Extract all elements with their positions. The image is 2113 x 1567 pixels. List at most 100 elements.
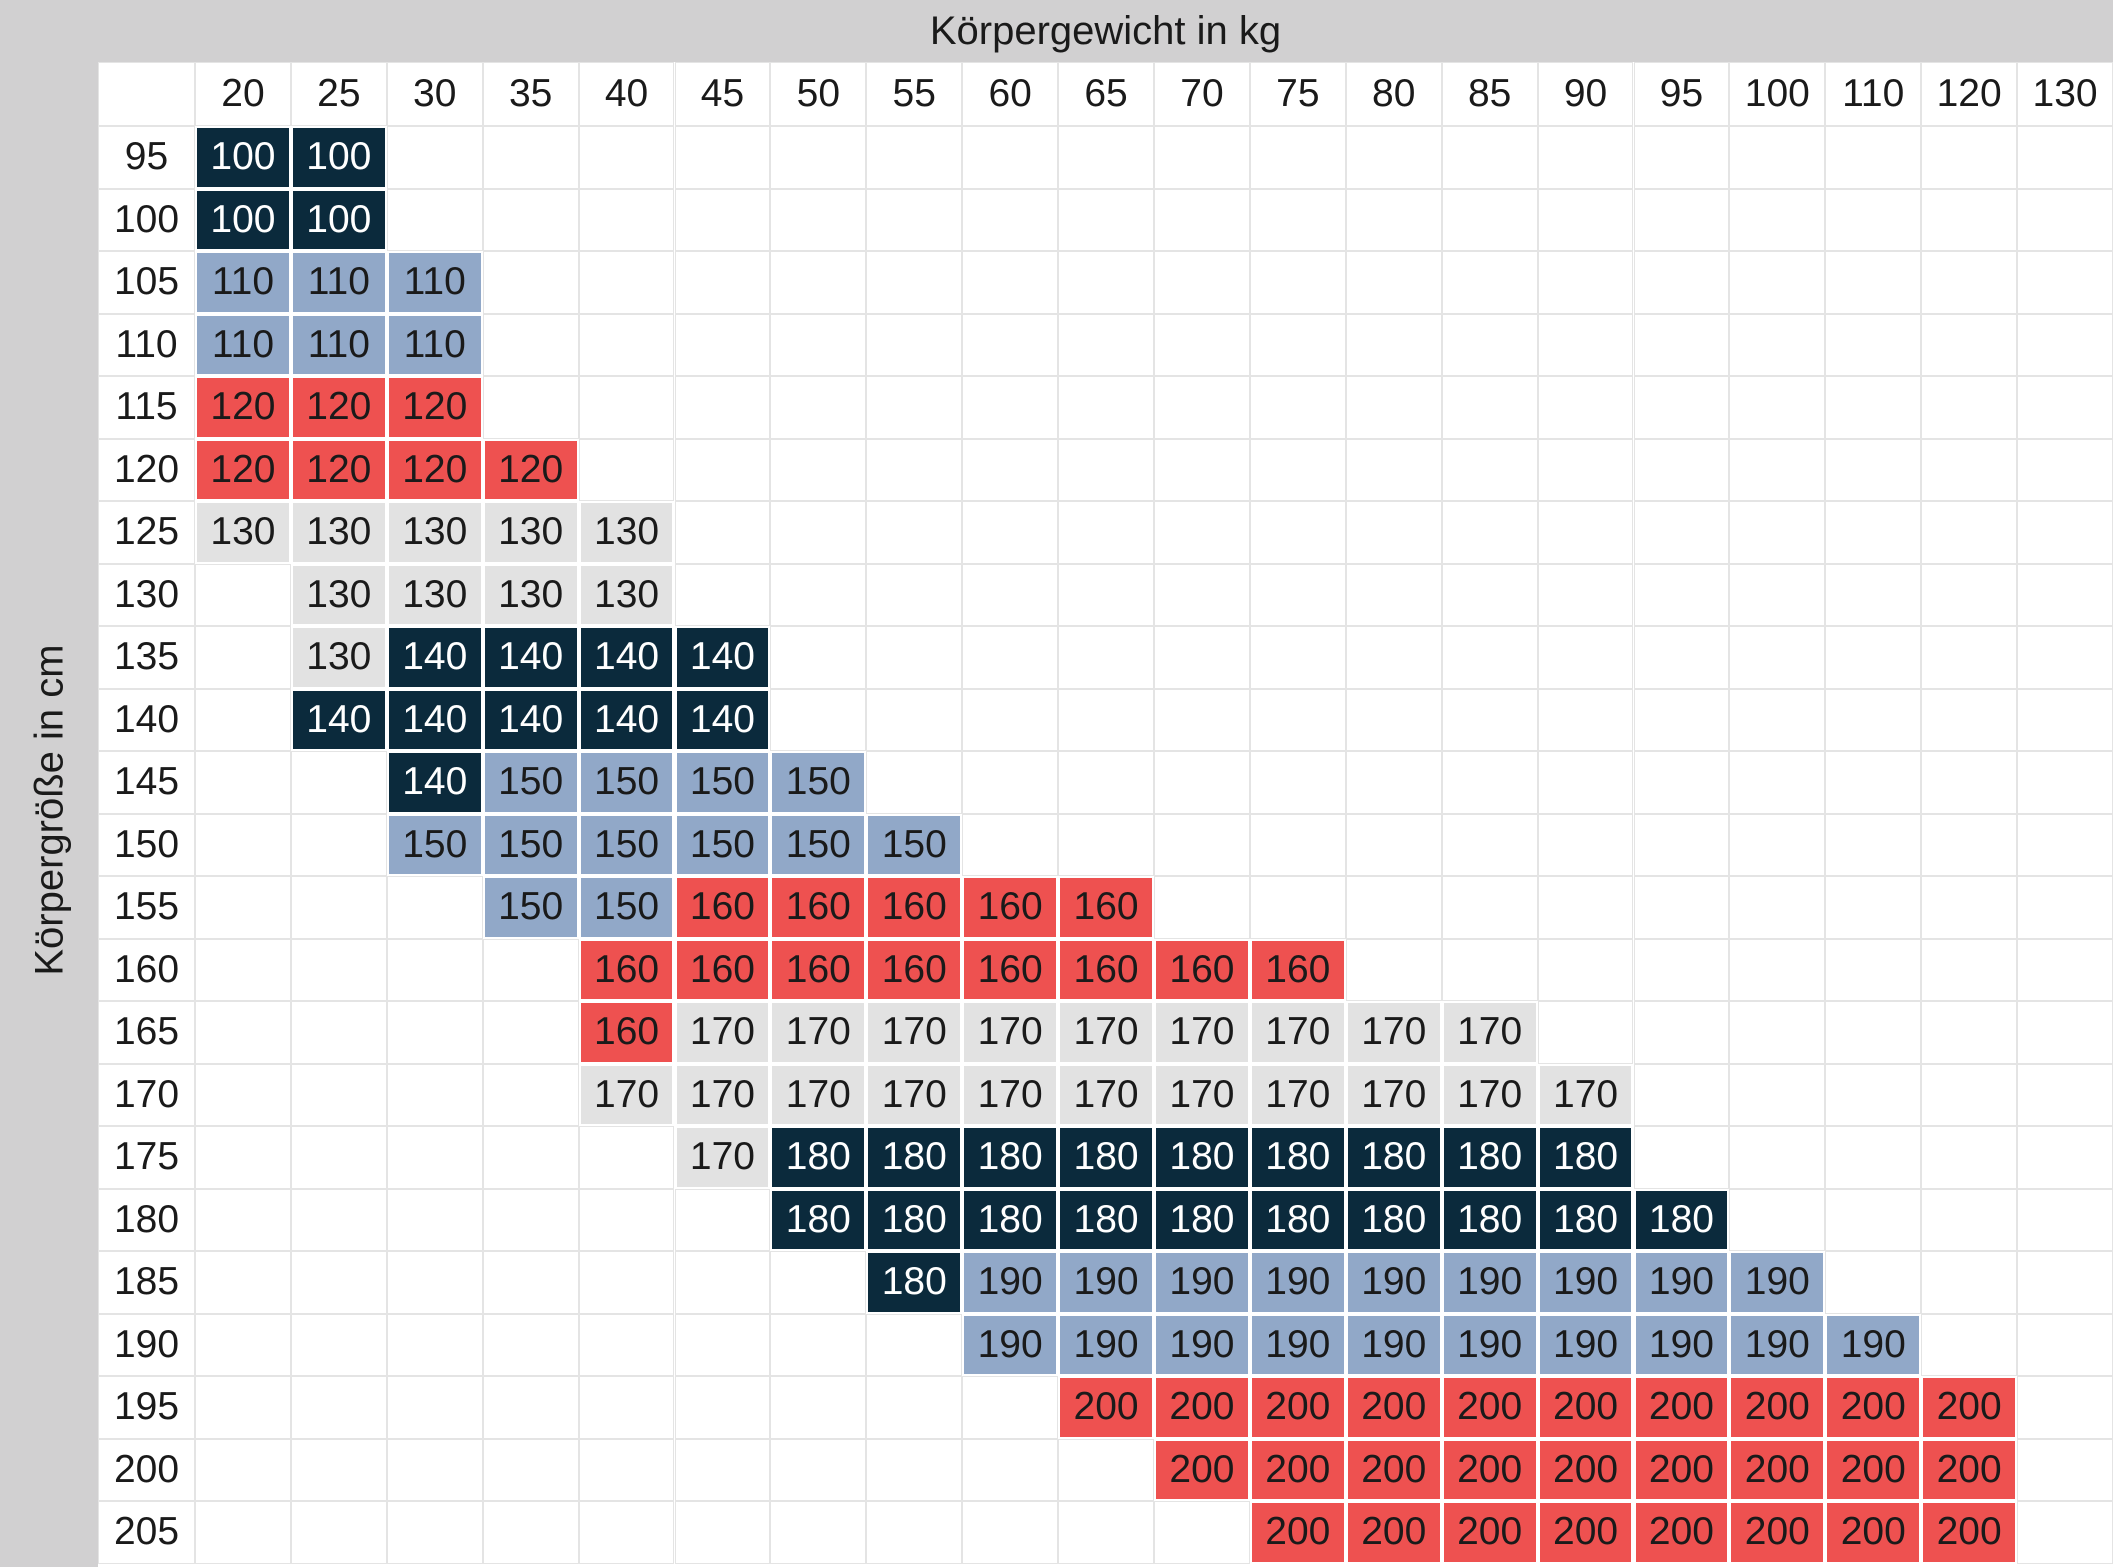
row-header: 185 <box>98 1251 195 1314</box>
cell <box>1633 188 1730 251</box>
cell <box>2017 438 2113 501</box>
cell: 190 <box>1633 1251 1730 1314</box>
row-header: 95 <box>98 126 195 189</box>
cell: 130 <box>386 563 483 626</box>
cell <box>1154 251 1250 314</box>
cell: 140 <box>482 626 579 689</box>
cell <box>1825 626 1922 689</box>
cell <box>1921 188 2018 251</box>
cell <box>866 501 963 564</box>
cell: 110 <box>290 313 387 376</box>
cell <box>1729 938 1826 1001</box>
row-header: 110 <box>98 313 195 376</box>
row-header: 150 <box>98 813 195 876</box>
cell: 110 <box>386 251 483 314</box>
row-header: 175 <box>98 1126 195 1189</box>
cell <box>1154 751 1250 814</box>
cell <box>962 626 1059 689</box>
cell <box>1729 438 1826 501</box>
cell: 130 <box>290 501 387 564</box>
cell: 170 <box>1441 1063 1538 1126</box>
cell <box>1825 501 1922 564</box>
cell <box>1729 1126 1826 1189</box>
cell <box>1249 626 1346 689</box>
cell <box>195 1376 291 1439</box>
cell: 180 <box>1633 1188 1730 1251</box>
cell <box>1154 313 1250 376</box>
cell <box>1058 626 1154 689</box>
cell: 180 <box>866 1126 963 1189</box>
cell: 180 <box>1154 1188 1250 1251</box>
cell <box>195 1251 291 1314</box>
row-header: 115 <box>98 376 195 439</box>
cell <box>1441 563 1538 626</box>
cell <box>1345 751 1442 814</box>
cell <box>1249 813 1346 876</box>
cell <box>770 1438 867 1501</box>
cell <box>674 1376 771 1439</box>
cell <box>866 188 963 251</box>
cell: 100 <box>290 126 387 189</box>
cell <box>1825 563 1922 626</box>
column-header: 85 <box>1441 62 1538 126</box>
row-header: 200 <box>98 1438 195 1501</box>
cell: 200 <box>1729 1438 1826 1501</box>
cell <box>1058 813 1154 876</box>
cell <box>578 313 675 376</box>
cell <box>2017 501 2113 564</box>
cell <box>1825 376 1922 439</box>
cell <box>1058 376 1154 439</box>
cell <box>1249 251 1346 314</box>
cell <box>866 563 963 626</box>
cell <box>1537 438 1634 501</box>
cell <box>2017 188 2113 251</box>
cell <box>1249 438 1346 501</box>
cell: 180 <box>1345 1126 1442 1189</box>
cell <box>1633 813 1730 876</box>
cell: 160 <box>866 876 963 939</box>
row-header: 105 <box>98 251 195 314</box>
row-header: 180 <box>98 1188 195 1251</box>
cell: 170 <box>1249 1063 1346 1126</box>
cell: 200 <box>1537 1376 1634 1439</box>
cell <box>1825 1126 1922 1189</box>
row-header: 155 <box>98 876 195 939</box>
cell <box>482 1063 579 1126</box>
cell: 140 <box>386 626 483 689</box>
cell: 140 <box>386 751 483 814</box>
column-header: 35 <box>482 62 579 126</box>
cell <box>1825 1001 1922 1064</box>
cell <box>674 126 771 189</box>
cell: 180 <box>770 1188 867 1251</box>
cell: 190 <box>1729 1313 1826 1376</box>
cell <box>1633 1001 1730 1064</box>
cell <box>1633 563 1730 626</box>
cell <box>290 1438 387 1501</box>
cell <box>1825 438 1922 501</box>
cell: 160 <box>962 938 1059 1001</box>
cell <box>386 1001 483 1064</box>
cell: 130 <box>578 563 675 626</box>
cell <box>1921 501 2018 564</box>
cell <box>1825 688 1922 751</box>
cell <box>1633 751 1730 814</box>
column-header: 55 <box>866 62 963 126</box>
x-axis-title: Körpergewicht in kg <box>929 8 1282 53</box>
cell <box>578 1188 675 1251</box>
cell <box>1249 876 1346 939</box>
cell: 130 <box>386 501 483 564</box>
corner-cell <box>98 62 195 126</box>
cell: 130 <box>290 626 387 689</box>
table: 20 25 30 35 40 45 50 55 60 65 70 75 80 85 90 95 100 110 12… <box>98 62 2113 1567</box>
cell: 150 <box>578 813 675 876</box>
column-header: 90 <box>1537 62 1634 126</box>
cell: 140 <box>578 626 675 689</box>
cell: 100 <box>195 126 291 189</box>
row-header: 130 <box>98 563 195 626</box>
y-axis-title: Körpergröße in cm <box>27 644 72 976</box>
cell <box>1921 313 2018 376</box>
cell <box>674 251 771 314</box>
cell <box>1345 626 1442 689</box>
cell <box>482 1501 579 1564</box>
cell: 200 <box>1633 1438 1730 1501</box>
